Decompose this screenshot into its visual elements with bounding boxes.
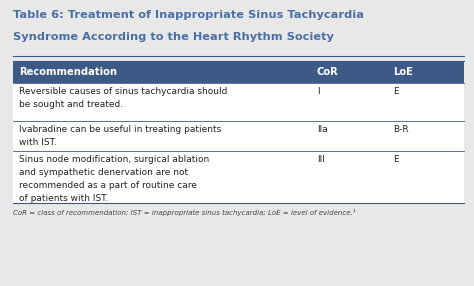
Text: E: E bbox=[393, 87, 399, 96]
Text: CoR: CoR bbox=[317, 67, 338, 77]
Bar bbox=[13, 121, 464, 151]
Bar bbox=[13, 151, 464, 203]
Text: IIa: IIa bbox=[317, 125, 328, 134]
Text: CoR = class of recommendation; IST = inappropriate sinus tachycardia; LoE = leve: CoR = class of recommendation; IST = ina… bbox=[13, 209, 356, 216]
Text: Syndrome According to the Heart Rhythm Society: Syndrome According to the Heart Rhythm S… bbox=[13, 33, 334, 43]
Text: E: E bbox=[393, 155, 399, 164]
Text: LoE: LoE bbox=[393, 67, 413, 77]
Text: Ivabradine can be useful in treating patients
with IST.: Ivabradine can be useful in treating pat… bbox=[19, 125, 221, 147]
Text: Reversible causes of sinus tachycardia should
be sought and treated.: Reversible causes of sinus tachycardia s… bbox=[19, 87, 228, 109]
Text: Table 6: Treatment of Inappropriate Sinus Tachycardia: Table 6: Treatment of Inappropriate Sinu… bbox=[13, 10, 364, 20]
Text: Sinus node modification, surgical ablation
and sympathetic denervation are not
r: Sinus node modification, surgical ablati… bbox=[19, 155, 209, 202]
Text: III: III bbox=[317, 155, 325, 164]
Text: B-R: B-R bbox=[393, 125, 409, 134]
Bar bbox=[13, 61, 464, 83]
Text: Recommendation: Recommendation bbox=[19, 67, 117, 77]
Text: I: I bbox=[317, 87, 319, 96]
Bar bbox=[13, 83, 464, 121]
